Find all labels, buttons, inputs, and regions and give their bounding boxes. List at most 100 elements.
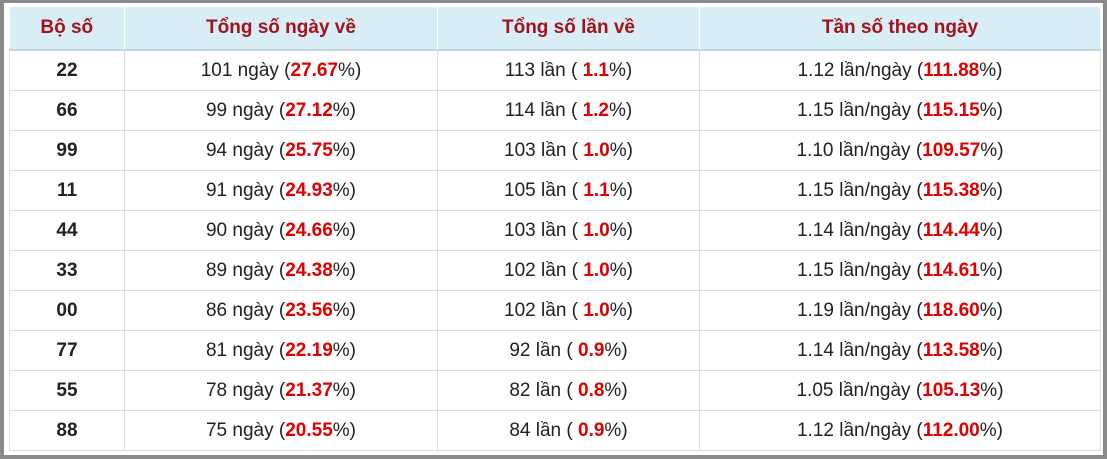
cell-text: 1.10 lần/ngày ( [796, 139, 923, 161]
highlight-value: 1.1 [583, 179, 610, 201]
highlight-value: 113.58 [922, 339, 980, 361]
stat-cell: 1.05 lần/ngày (105.13%) [699, 370, 1101, 411]
highlight-value: 1.0 [583, 219, 610, 241]
stat-cell: 90 ngày (24.66%) [124, 210, 438, 251]
table-row: 99 94 ngày (25.75%) 103 lần ( 1.0%) 1.10 lầ… [9, 130, 1101, 171]
cell-text: 1.19 lần/ngày ( [796, 299, 923, 321]
number-cell: 22 [9, 49, 125, 91]
table-row: 22 101 ngày (27.67%) 113 lần ( 1.1%) 1.12 l… [9, 49, 1101, 91]
cell-text: 84 lần ( [509, 419, 578, 441]
stat-cell: 102 lần ( 1.0%) [437, 250, 700, 291]
cell-text: 103 lần ( [504, 219, 584, 241]
stat-cell: 1.12 lần/ngày (112.00%) [699, 410, 1101, 451]
cell-text: %) [332, 219, 356, 241]
header-cell: Tổng số ngày về [124, 7, 438, 51]
table-row: 44 90 ngày (24.66%) 103 lần ( 1.0%) 1.14 lầ… [9, 210, 1101, 251]
cell-text: 1.14 lần/ngày ( [796, 219, 923, 241]
cell-text: %) [332, 99, 356, 121]
highlight-value: 27.12 [285, 99, 333, 121]
highlight-value: 1.2 [582, 99, 609, 121]
table-row: 55 78 ngày (21.37%) 82 lần ( 0.8%) 1.05 lần… [9, 370, 1101, 411]
cell-text: %) [609, 299, 633, 321]
stat-cell: 91 ngày (24.93%) [124, 170, 438, 211]
stat-cell: 1.15 lần/ngày (114.61%) [699, 250, 1101, 291]
cell-text: %) [332, 139, 356, 161]
stat-cell: 105 lần ( 1.1%) [437, 170, 700, 211]
header-cell: Bộ số [9, 7, 125, 51]
stat-cell: 81 ngày (22.19%) [124, 330, 438, 371]
highlight-value: 0.9 [578, 339, 605, 361]
cell-text: 103 lần ( [504, 139, 584, 161]
cell-text: %) [609, 99, 633, 121]
cell-text: 91 ngày ( [205, 179, 286, 201]
highlight-value: 111.88 [923, 59, 980, 81]
highlight-value: 0.8 [578, 379, 605, 401]
cell-text: %) [609, 179, 633, 201]
highlight-value: 112.00 [922, 419, 980, 441]
highlight-value: 20.55 [285, 419, 333, 441]
stat-cell: 1.10 lần/ngày (109.57%) [699, 130, 1101, 171]
cell-text: %) [980, 139, 1004, 161]
number-cell: 66 [9, 90, 125, 131]
highlight-value: 114.61 [922, 259, 980, 281]
number-cell: 11 [9, 170, 125, 211]
header-row: Bộ số Tổng số ngày về Tổng số lần về Tần số… [9, 7, 1101, 51]
number-cell: 00 [9, 290, 125, 331]
number-cell: 99 [9, 130, 125, 171]
stat-cell: 1.12 lần/ngày (111.88%) [699, 49, 1101, 91]
stat-cell: 1.14 lần/ngày (114.44%) [699, 210, 1101, 251]
highlight-value: 24.66 [285, 219, 333, 241]
cell-text: %) [604, 419, 628, 441]
cell-text: %) [979, 259, 1003, 281]
stat-cell: 1.19 lần/ngày (118.60%) [699, 290, 1101, 331]
cell-text: %) [338, 59, 362, 81]
stat-cell: 1.15 lần/ngày (115.38%) [699, 170, 1101, 211]
cell-text: 81 ngày ( [205, 339, 286, 361]
cell-text: %) [609, 139, 633, 161]
cell-text: %) [332, 339, 356, 361]
cell-text: 94 ngày ( [205, 139, 286, 161]
table-row: 33 89 ngày (24.38%) 102 lần ( 1.0%) 1.15 lầ… [9, 250, 1101, 291]
stat-cell: 114 lần ( 1.2%) [437, 90, 700, 131]
table-body: 22 101 ngày (27.67%) 113 lần ( 1.1%) 1.12 l… [9, 49, 1101, 451]
cell-text: 90 ngày ( [205, 219, 286, 241]
cell-text: 1.15 lần/ngày ( [796, 179, 923, 201]
highlight-value: 1.1 [582, 59, 609, 81]
highlight-value: 115.38 [922, 179, 980, 201]
stats-table: Bộ số Tổng số ngày về Tổng số lần về Tần số… [9, 7, 1101, 451]
cell-text: 89 ngày ( [205, 259, 286, 281]
highlight-value: 24.38 [285, 259, 333, 281]
highlight-value: 115.15 [922, 99, 980, 121]
number-cell: 44 [9, 210, 125, 251]
cell-text: %) [979, 179, 1003, 201]
stat-cell: 103 lần ( 1.0%) [437, 210, 700, 251]
cell-text: %) [332, 419, 356, 441]
highlight-value: 109.57 [922, 139, 981, 161]
highlight-value: 24.93 [285, 179, 333, 201]
stat-cell: 99 ngày (27.12%) [124, 90, 438, 131]
highlight-value: 27.67 [290, 59, 339, 81]
table-row: 66 99 ngày (27.12%) 114 lần ( 1.2%) 1.15 lầ… [9, 90, 1101, 131]
cell-text: %) [332, 179, 356, 201]
stat-cell: 89 ngày (24.38%) [124, 250, 438, 291]
number-cell: 77 [9, 330, 125, 371]
highlight-value: 105.13 [922, 379, 981, 401]
cell-text: %) [979, 59, 1003, 81]
stat-cell: 75 ngày (20.55%) [124, 410, 438, 451]
table-row: 77 81 ngày (22.19%) 92 lần ( 0.9%) 1.14 lần… [9, 330, 1101, 371]
cell-text: %) [980, 379, 1004, 401]
cell-text: 92 lần ( [509, 339, 578, 361]
cell-text: 105 lần ( [504, 179, 584, 201]
number-cell: 33 [9, 250, 125, 291]
cell-text: 102 lần ( [504, 259, 584, 281]
cell-text: 78 ngày ( [205, 379, 286, 401]
cell-text: 99 ngày ( [205, 99, 286, 121]
cell-text: %) [604, 379, 628, 401]
stat-cell: 101 ngày (27.67%) [124, 49, 438, 91]
stat-cell: 1.15 lần/ngày (115.15%) [699, 90, 1101, 131]
highlight-value: 118.60 [922, 299, 980, 321]
cell-text: 82 lần ( [509, 379, 578, 401]
highlight-value: 0.9 [578, 419, 605, 441]
cell-text: 1.14 lần/ngày ( [796, 339, 923, 361]
cell-text: 101 ngày ( [200, 59, 291, 81]
